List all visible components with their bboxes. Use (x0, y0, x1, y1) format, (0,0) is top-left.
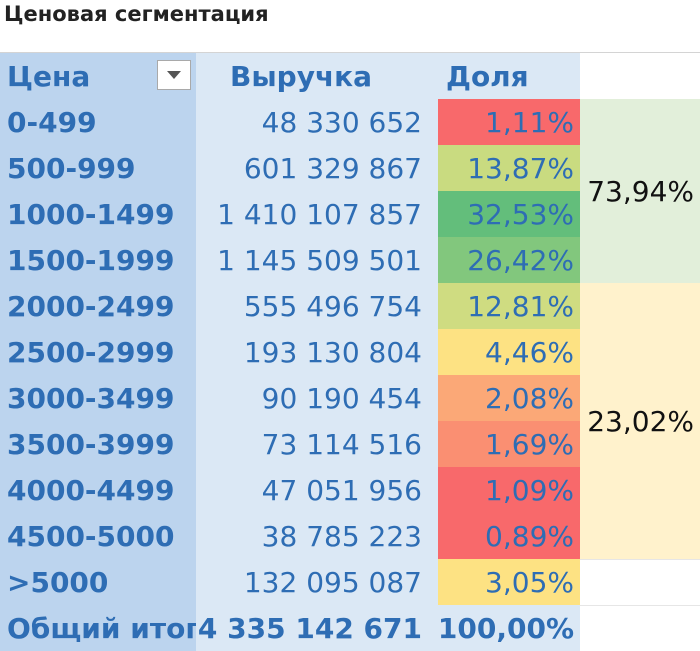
total-share: 100,00% (438, 605, 580, 651)
revenue-value: 1 410 107 857 (196, 191, 438, 237)
revenue-value: 73 114 516 (196, 421, 438, 467)
price-range: 0-499 (0, 99, 196, 145)
total-label: Общий итог (0, 605, 200, 651)
header-revenue: Выручка (196, 53, 438, 99)
group-share-a: 73,94% (580, 99, 700, 283)
divider (580, 559, 700, 560)
table-row: 4000-4499 47 051 956 1,09% (0, 467, 700, 513)
share-value: 32,53% (438, 191, 580, 237)
price-range: >5000 (0, 559, 196, 605)
total-row: Общий итог 4 335 142 671 100,00% (0, 605, 700, 651)
price-range: 3000-3499 (0, 375, 196, 421)
share-value: 1,09% (438, 467, 580, 513)
revenue-value: 193 130 804 (196, 329, 438, 375)
table-row: 4500-5000 38 785 223 0,89% (0, 513, 700, 559)
revenue-value: 555 496 754 (196, 283, 438, 329)
revenue-value: 1 145 509 501 (196, 237, 438, 283)
total-revenue: 4 335 142 671 (196, 605, 438, 651)
header-price-label: Цена (7, 59, 91, 93)
share-value: 12,81% (438, 283, 580, 329)
share-value: 2,08% (438, 375, 580, 421)
group-share-b: 23,02% (580, 283, 700, 559)
revenue-value: 47 051 956 (196, 467, 438, 513)
table-row: >5000 132 095 087 3,05% (0, 559, 700, 605)
header-share: Доля (438, 53, 580, 99)
price-range: 2000-2499 (0, 283, 196, 329)
share-value: 0,89% (438, 513, 580, 559)
revenue-value: 90 190 454 (196, 375, 438, 421)
share-value: 3,05% (438, 559, 580, 605)
table-row: 2500-2999 193 130 804 4,46% (0, 329, 700, 375)
table-row: 3500-3999 73 114 516 1,69% (0, 421, 700, 467)
price-range: 1500-1999 (0, 237, 196, 283)
table-row: 500-999 601 329 867 13,87% (0, 145, 700, 191)
divider (580, 605, 700, 606)
table-header: Цена Выручка Доля (0, 53, 700, 99)
table-row: 3000-3499 90 190 454 2,08% (0, 375, 700, 421)
share-value: 4,46% (438, 329, 580, 375)
share-value: 1,11% (438, 99, 580, 145)
divider (0, 52, 700, 53)
table-row: 1500-1999 1 145 509 501 26,42% (0, 237, 700, 283)
table-row: 1000-1499 1 410 107 857 32,53% (0, 191, 700, 237)
revenue-value: 38 785 223 (196, 513, 438, 559)
chevron-down-icon (167, 71, 181, 79)
filter-dropdown-button[interactable] (157, 60, 191, 90)
share-value: 13,87% (438, 145, 580, 191)
revenue-value: 601 329 867 (196, 145, 438, 191)
page-title: Ценовая сегментация (4, 2, 269, 26)
revenue-value: 48 330 652 (196, 99, 438, 145)
price-range: 3500-3999 (0, 421, 196, 467)
revenue-value: 132 095 087 (196, 559, 438, 605)
share-value: 26,42% (438, 237, 580, 283)
table-row: 2000-2499 555 496 754 12,81% (0, 283, 700, 329)
price-range: 500-999 (0, 145, 196, 191)
price-range: 2500-2999 (0, 329, 196, 375)
price-range: 4000-4499 (0, 467, 196, 513)
price-range: 4500-5000 (0, 513, 196, 559)
price-range: 1000-1499 (0, 191, 196, 237)
table-row: 0-499 48 330 652 1,11% (0, 99, 700, 145)
share-value: 1,69% (438, 421, 580, 467)
